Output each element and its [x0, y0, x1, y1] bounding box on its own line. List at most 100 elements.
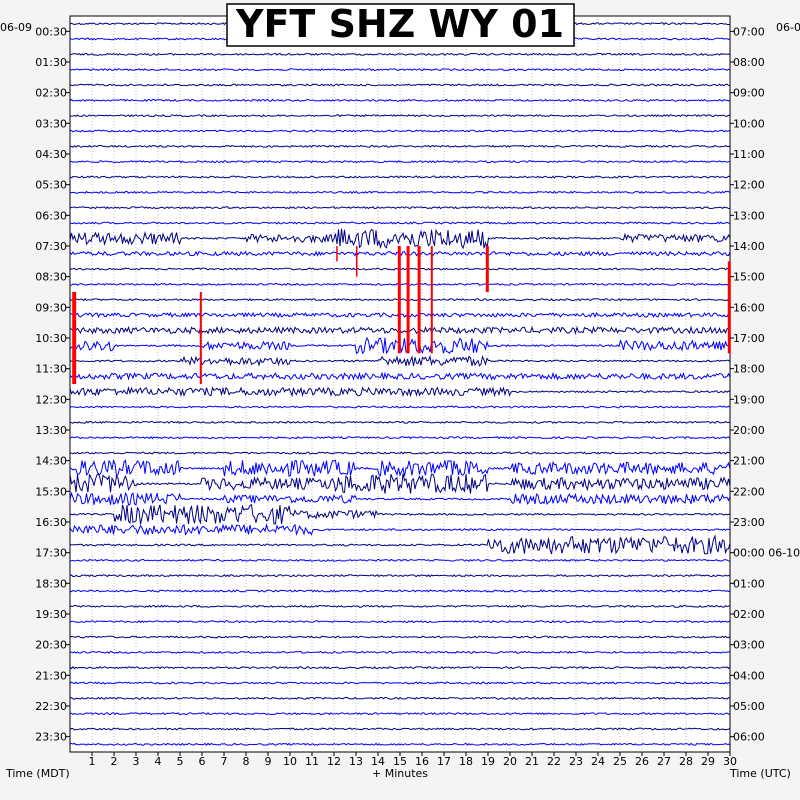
x-tick-label: 5: [177, 755, 184, 768]
x-tick-label: 29: [701, 755, 715, 768]
left-time-label: 08:30: [35, 271, 67, 284]
trace-row: [69, 620, 731, 624]
right-date-label: 06-09: [776, 21, 800, 34]
x-tick-label: 14: [371, 755, 385, 768]
right-time-label: 06:00: [733, 731, 765, 744]
left-time-label: 10:30: [35, 332, 67, 345]
right-time-label: 10:00: [733, 117, 765, 130]
right-time-label: 17:00: [733, 332, 765, 345]
left-time-label: 14:30: [35, 455, 67, 468]
trace-row: [69, 473, 731, 494]
clipped-spike: [430, 246, 433, 354]
x-tick-label: 28: [679, 755, 693, 768]
trace-row: [69, 589, 731, 593]
x-axis-label: + Minutes: [372, 767, 428, 780]
left-time-labels: 00:30 01:30 02:30 03:30 04:30 05:30 06:30 07:30…: [35, 25, 70, 744]
x-tick-label: 21: [525, 755, 539, 768]
x-tick-label: 30: [723, 755, 737, 768]
x-tick-labels: 1 2 3 4 5 6 7 8 9 10 11 12 13 14 15 16 17 18 19 20 21 22 23 24 2…: [89, 752, 737, 768]
trace-row: [69, 635, 731, 639]
x-tick-label: 1: [89, 755, 96, 768]
right-time-label: 09:00: [733, 87, 765, 100]
clipped-spike: [397, 246, 401, 354]
left-time-label: 16:30: [35, 516, 67, 529]
right-time-label: 02:00: [733, 608, 765, 621]
x-tick-label: 24: [591, 755, 605, 768]
trace-row: [69, 696, 731, 700]
clipped-spike: [727, 261, 731, 354]
clipped-events: [72, 246, 731, 384]
plot-area: [69, 15, 731, 753]
right-time-label: 15:00: [733, 271, 765, 284]
trace-row: [69, 650, 731, 654]
x-tick-label: 18: [459, 755, 473, 768]
right-time-label: 14:00: [733, 240, 765, 253]
right-time-label: 00:00 06-10: [733, 547, 800, 560]
left-axis-caption: Time (MDT): [5, 767, 70, 780]
trace-row: [69, 371, 731, 381]
x-tick-label: 20: [503, 755, 517, 768]
left-time-label: 13:30: [35, 424, 67, 437]
right-time-label: 11:00: [733, 148, 765, 161]
clipped-spike: [417, 246, 421, 354]
trace-row: [69, 98, 731, 102]
right-time-label: 01:00: [733, 577, 765, 590]
trace-row: [69, 712, 731, 716]
left-time-label: 07:30: [35, 240, 67, 253]
trace-row: [69, 160, 731, 164]
right-time-label: 19:00: [733, 393, 765, 406]
right-time-label: 16:00: [733, 301, 765, 314]
left-time-label: 18:30: [35, 577, 67, 590]
trace-row: [69, 405, 731, 409]
right-time-label: 12:00: [733, 179, 765, 192]
right-time-label: 21:00: [733, 455, 765, 468]
trace-row: [69, 175, 731, 179]
x-tick-label: 25: [613, 755, 627, 768]
x-tick-label: 22: [547, 755, 561, 768]
x-tick-label: 7: [221, 755, 228, 768]
trace-row: [69, 385, 731, 398]
left-time-label: 21:30: [35, 669, 67, 682]
trace-row: [69, 206, 731, 210]
right-time-label: 04:00: [733, 669, 765, 682]
chart-title: YFT SHZ WY 01: [235, 2, 564, 46]
x-tick-label: 26: [635, 755, 649, 768]
x-tick-label: 3: [133, 755, 140, 768]
x-tick-label: 12: [327, 755, 341, 768]
trace-row: [69, 144, 731, 148]
x-tick-label: 15: [393, 755, 407, 768]
left-time-label: 00:30: [35, 25, 67, 38]
clipped-spike: [199, 292, 202, 384]
trace-row: [69, 604, 731, 608]
trace-row: [69, 129, 731, 133]
trace-row: [69, 491, 731, 506]
trace-row: [69, 354, 731, 367]
right-time-labels: 07:00 08:00 09:00 10:00 11:00 12:00 13:00 14:00…: [730, 25, 800, 744]
trace-row: [69, 190, 731, 194]
title-box: [226, 3, 575, 47]
trace-row: [69, 523, 731, 536]
trace-row: [69, 221, 731, 225]
x-tick-label: 17: [437, 755, 451, 768]
right-time-label: 20:00: [733, 424, 765, 437]
trace-row: [69, 574, 731, 578]
left-time-label: 23:30: [35, 731, 67, 744]
left-time-label: 09:30: [35, 301, 67, 314]
trace-row: [69, 83, 731, 87]
clipped-spike: [406, 246, 410, 354]
trace-row: [69, 666, 731, 670]
right-time-label: 23:00: [733, 516, 765, 529]
x-tick-label: 27: [657, 755, 671, 768]
left-time-label: 11:30: [35, 363, 67, 376]
left-time-label: 20:30: [35, 639, 67, 652]
x-tick-label: 10: [283, 755, 297, 768]
left-time-label: 19:30: [35, 608, 67, 621]
left-time-label: 02:30: [35, 87, 67, 100]
left-time-label: 12:30: [35, 393, 67, 406]
clipped-spike: [485, 246, 489, 292]
x-tick-label: 4: [155, 755, 162, 768]
x-tick-label: 11: [305, 755, 319, 768]
left-date-label: 06-09: [0, 21, 32, 34]
x-tick-label: 8: [243, 755, 250, 768]
trace-row: [69, 451, 731, 455]
